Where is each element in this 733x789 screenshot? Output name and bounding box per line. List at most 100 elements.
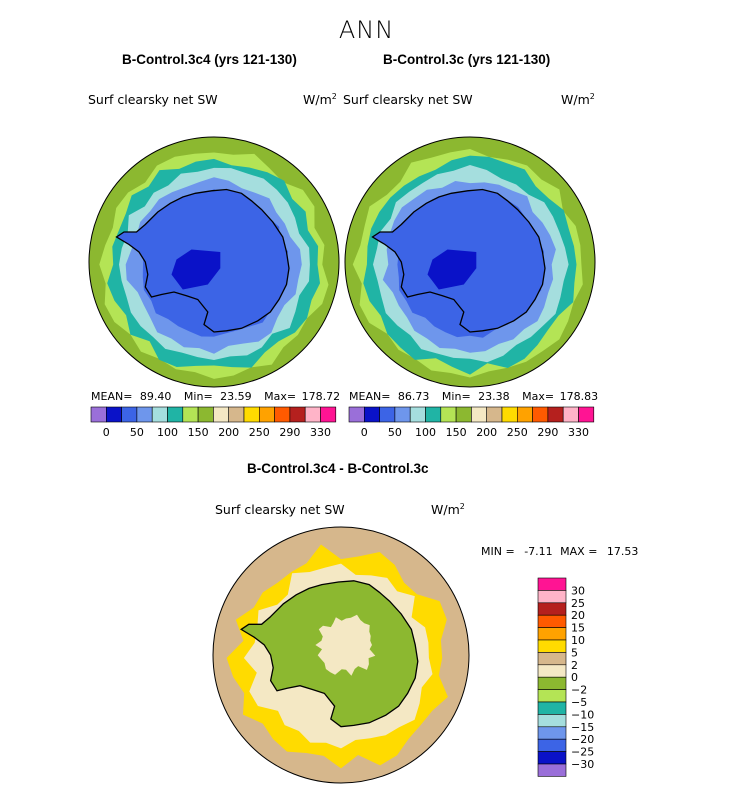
panel-2-max-label: Max= <box>522 390 555 403</box>
panel-1-colorbar-swatch <box>106 406 122 423</box>
panel-1-mean: 89.40 <box>139 390 172 403</box>
panel-2-map-border <box>344 136 596 388</box>
panel-2-plateau-minimum <box>427 249 477 290</box>
diff-colorbar-swatch <box>537 763 567 777</box>
diff-colorbar-tick: −20 <box>571 733 594 746</box>
diff-map <box>212 526 470 784</box>
panel-1-colorbar-swatch <box>151 406 168 423</box>
panel-2-colorbar-swatch <box>409 406 426 423</box>
panel-1-colorbar-swatch <box>228 406 245 423</box>
diff-colorbar-tick: 30 <box>571 584 585 597</box>
panel-1-colorbar-tick: 250 <box>249 426 270 439</box>
panel-2-colorbar-swatch <box>547 406 564 423</box>
panel-1-colorbar-swatch <box>243 406 260 423</box>
diff-colorbar-tick: 20 <box>571 609 585 622</box>
diff-colorbar-swatch <box>537 689 567 703</box>
panel-2-colorbar-tick: 50 <box>388 426 402 439</box>
panel-2-colorbar-swatch <box>516 406 533 423</box>
panel-1-colorbar: 0 50 100 150 200 250 290 330 <box>90 406 337 439</box>
diff-min: -7.11 <box>524 545 553 558</box>
panel-2-colorbar-swatch <box>363 406 380 423</box>
panel-2-colorbar-swatch <box>501 406 518 423</box>
panel-2-colorbar-tick: 150 <box>446 426 467 439</box>
diff-panel-units: W/m2 <box>431 502 465 518</box>
panel-2-mean: 86.73 <box>397 390 430 403</box>
panel-2-variable: Surf clearsky net SW <box>343 92 473 107</box>
panel-1-colorbar-tick: 50 <box>130 426 144 439</box>
diff-colorbar-swatch <box>537 714 567 728</box>
diff-colorbar-tick: 10 <box>571 634 585 647</box>
panel-1-map <box>88 136 340 388</box>
panel-2-colorbar-tick: 200 <box>476 426 497 439</box>
diff-colorbar-tick: −10 <box>571 708 594 721</box>
diff-colorbar-tick: −2 <box>571 684 587 697</box>
panel-2-colorbar-tick: 290 <box>537 426 558 439</box>
diff-panel-variable: Surf clearsky net SW <box>215 502 345 517</box>
panel-1-colorbar-swatch <box>304 406 321 423</box>
panel-2-colorbar-swatch <box>348 406 365 423</box>
panel-1-colorbar-swatch <box>258 406 275 423</box>
diff-panel-stats: MIN = -7.11 MAX = 17.53 <box>481 545 638 558</box>
panel-1-variable: Surf clearsky net SW <box>88 92 218 107</box>
diff-colorbar-tick: 0 <box>571 671 578 684</box>
diff-colorbar-tick: −25 <box>571 746 594 759</box>
panel-1-title: B-Control.3c4 (yrs 121-130) <box>122 52 297 67</box>
panel-1-colorbar-swatch <box>90 406 107 423</box>
panel-2-colorbar-swatch <box>578 406 595 423</box>
panel-2-colorbar-swatch <box>394 406 411 423</box>
diff-max-label: MAX = <box>560 545 598 558</box>
panel-2-colorbar-tick: 0 <box>361 426 368 439</box>
panel-1-colorbar-swatch <box>197 406 214 423</box>
panel-2-max: 178.83 <box>559 390 599 403</box>
panel-1-colorbar-tick: 100 <box>157 426 178 439</box>
panel-2-colorbar-swatch <box>379 406 396 423</box>
diff-colorbar-tick: 15 <box>571 622 585 635</box>
panel-1-colorbar-swatch <box>182 406 199 423</box>
panel-2-units: W/m2 <box>561 92 595 108</box>
panel-2-colorbar-swatch <box>532 406 549 423</box>
panel-1-stats: MEAN= 89.40 Min= 23.59 Max= 178.72 <box>91 390 340 403</box>
diff-colorbar-swatch <box>537 676 567 690</box>
diff-map-border <box>212 526 470 784</box>
diff-colorbar-swatch <box>537 602 567 616</box>
diff-min-label: MIN = <box>481 545 515 558</box>
panel-2-colorbar-swatch <box>455 406 472 423</box>
panel-1-max: 178.72 <box>301 390 341 403</box>
diff-colorbar-swatch <box>537 701 567 715</box>
panel-1-colorbar-tick: 200 <box>218 426 239 439</box>
panel-2-mean-label: MEAN= <box>349 390 391 403</box>
diff-colorbar-tick: −30 <box>571 758 594 771</box>
panel-2-colorbar-tick: 250 <box>507 426 528 439</box>
diff-colorbar-swatch <box>537 639 567 653</box>
panel-2-min-label: Min= <box>441 390 471 403</box>
diff-colorbar-swatch <box>537 652 567 666</box>
diff-interior-patch <box>315 614 376 676</box>
diff-colorbar-swatch <box>537 664 567 678</box>
panel-1-mean-label: MEAN= <box>91 390 133 403</box>
panel-2-colorbar-tick: 100 <box>415 426 436 439</box>
panel-1-map-border <box>88 136 340 388</box>
panel-2-colorbar-tick: 330 <box>568 426 589 439</box>
panel-1-units: W/m2 <box>303 92 337 108</box>
diff-colorbar-swatch <box>537 577 567 591</box>
panel-1-colorbar-swatch <box>121 406 138 423</box>
panel-2-colorbar: 0 50 100 150 200 250 290 330 <box>348 406 595 439</box>
diff-colorbar-tick: 25 <box>571 597 585 610</box>
panel-2-map <box>344 136 596 388</box>
diff-colorbar-swatch <box>537 590 567 604</box>
panel-1-colorbar-swatch <box>274 406 291 423</box>
panel-1-colorbar-tick: 150 <box>188 426 209 439</box>
panel-1-colorbar-swatch <box>167 406 184 423</box>
panel-1-colorbar-tick: 290 <box>279 426 300 439</box>
panel-1-min: 23.59 <box>220 390 252 403</box>
panel-1-min-label: Min= <box>183 390 213 403</box>
diff-colorbar-swatch <box>537 726 567 740</box>
diff-colorbar-tick: 5 <box>571 646 578 659</box>
diff-colorbar-tick: −15 <box>571 721 594 734</box>
panel-2-colorbar-swatch <box>486 406 503 423</box>
diff-colorbar-swatch <box>537 614 567 628</box>
panel-1-colorbar-swatch <box>136 406 153 423</box>
diff-panel-title: B-Control.3c4 - B-Control.3c <box>247 461 429 476</box>
